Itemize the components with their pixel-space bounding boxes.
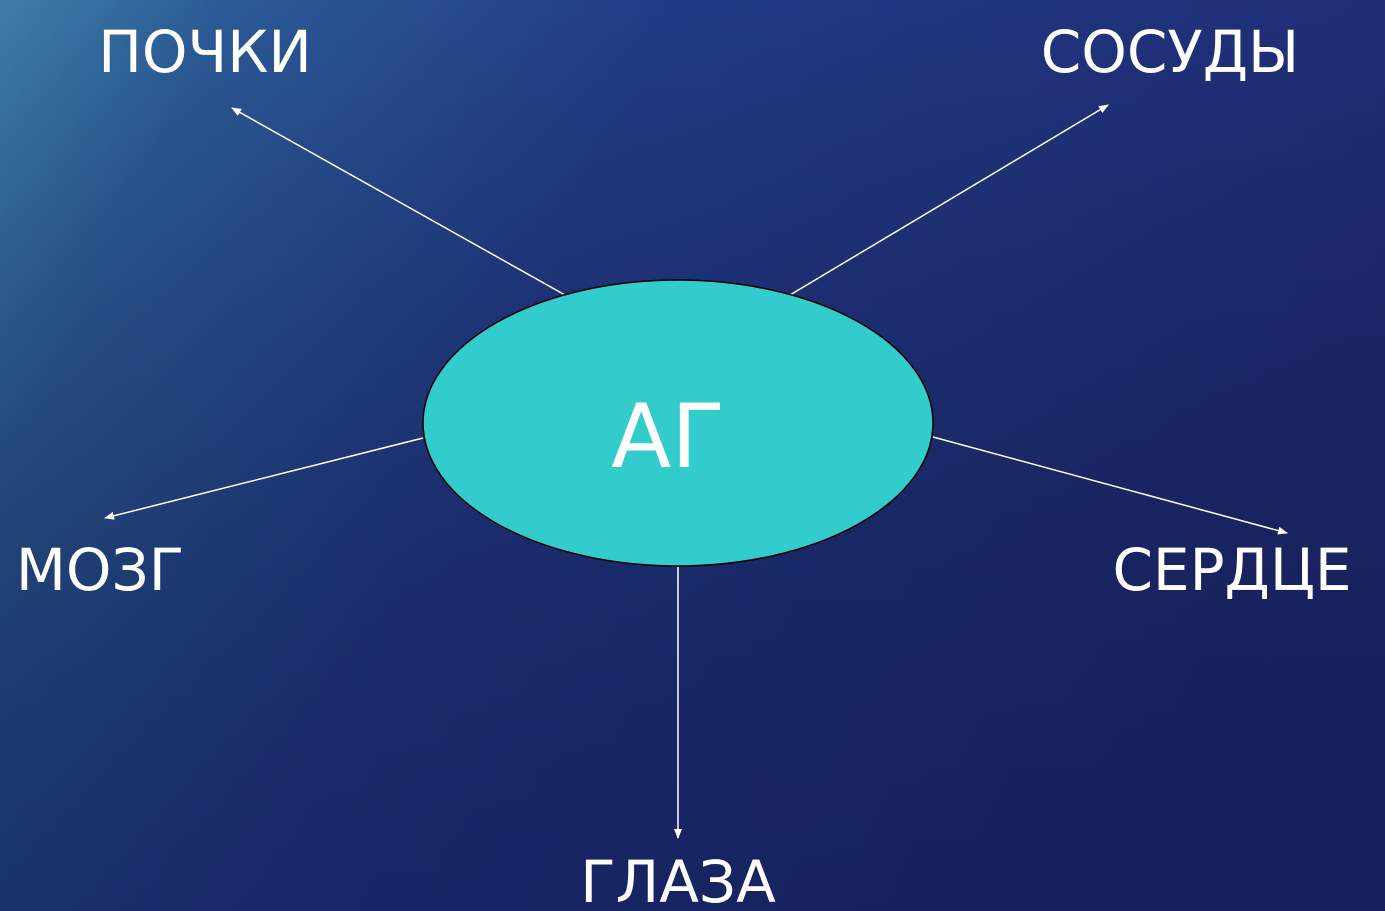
node-label: ГЛАЗА [580, 848, 776, 911]
node-label: ПОЧКИ [98, 18, 312, 86]
node-label: СОСУДЫ [1041, 18, 1299, 86]
slide: АГ ПОЧКИ СОСУДЫ МОЗГ СЕРДЦЕ ГЛАЗА [0, 0, 1385, 911]
node-label: СЕРДЦЕ [1112, 536, 1351, 604]
node-label: МОЗГ [16, 536, 184, 604]
page: АГ ПОЧКИ СОСУДЫ МОЗГ СЕРДЦЕ ГЛАЗА (() =>… [0, 0, 1385, 911]
center-label: АГ [611, 385, 725, 488]
